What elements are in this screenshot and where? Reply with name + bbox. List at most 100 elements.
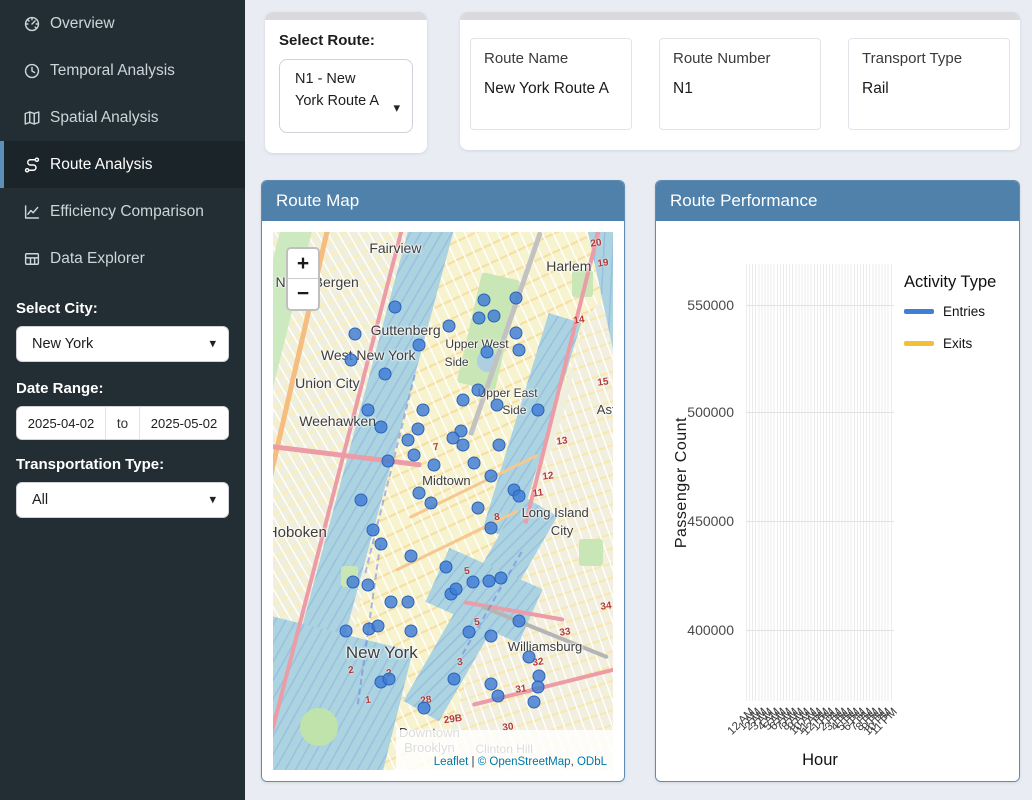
zoom-in-button[interactable]: +: [288, 249, 318, 279]
station-marker[interactable]: [471, 383, 485, 397]
station-marker[interactable]: [509, 291, 523, 305]
station-marker[interactable]: [477, 293, 491, 307]
station-marker[interactable]: [490, 398, 504, 412]
station-marker[interactable]: [339, 624, 353, 638]
station-marker[interactable]: [416, 403, 430, 417]
route-performance-header: Route Performance: [656, 181, 1019, 221]
station-marker[interactable]: [527, 695, 541, 709]
map-zoom-control: + −: [286, 247, 320, 311]
station-marker[interactable]: [344, 353, 358, 367]
map-place-label: New York: [345, 643, 418, 663]
station-marker[interactable]: [346, 575, 360, 589]
station-marker[interactable]: [492, 438, 506, 451]
zoom-out-button[interactable]: −: [288, 279, 318, 309]
station-marker[interactable]: [512, 614, 526, 628]
station-marker[interactable]: [484, 677, 498, 691]
route-select[interactable]: N1 - New York Route A ▾: [279, 59, 413, 133]
route-select-value: N1 - New York Route A: [295, 71, 380, 109]
station-marker[interactable]: [401, 433, 415, 447]
route-map-header: Route Map: [262, 181, 624, 221]
station-marker[interactable]: [471, 501, 485, 515]
attribution-link[interactable]: |: [468, 756, 478, 768]
station-marker[interactable]: [384, 595, 398, 609]
sidebar-nav-item[interactable]: Temporal Analysis: [0, 47, 245, 94]
station-marker[interactable]: [467, 456, 481, 470]
station-marker[interactable]: [462, 625, 476, 639]
x-axis-title: Hour: [802, 751, 838, 769]
gridline: [746, 630, 894, 632]
station-marker[interactable]: [491, 689, 505, 703]
station-marker[interactable]: [466, 575, 480, 589]
sidebar-nav-item[interactable]: Route Analysis: [0, 141, 245, 188]
station-marker[interactable]: [404, 549, 418, 563]
attribution-link[interactable]: Leaflet: [433, 756, 469, 768]
station-marker[interactable]: [424, 496, 438, 510]
sidebar-nav-item[interactable]: Efficiency Comparison: [0, 188, 245, 235]
station-marker[interactable]: [456, 438, 470, 451]
station-marker[interactable]: [412, 338, 426, 352]
station-marker[interactable]: [382, 672, 396, 686]
attribution-link[interactable]: ODbL: [576, 756, 607, 768]
station-marker[interactable]: [427, 458, 441, 472]
x-tick: 11 PM: [868, 703, 899, 749]
map-place-label: Hoboken: [273, 523, 327, 541]
station-marker[interactable]: [472, 311, 486, 325]
map-place-label: City: [550, 522, 574, 538]
station-marker[interactable]: [407, 448, 421, 462]
station-marker[interactable]: [361, 578, 375, 592]
station-marker[interactable]: [480, 345, 494, 359]
map-place-label: Union City: [295, 374, 360, 391]
station-marker[interactable]: [378, 367, 392, 381]
station-marker[interactable]: [446, 431, 460, 445]
station-marker[interactable]: [522, 650, 536, 664]
sidebar-nav-label: Overview: [50, 14, 115, 32]
station-marker[interactable]: [354, 493, 368, 507]
station-marker[interactable]: [374, 537, 388, 550]
station-marker[interactable]: [456, 393, 470, 407]
station-marker[interactable]: [494, 571, 508, 585]
station-marker[interactable]: [439, 560, 453, 574]
date-from-input[interactable]: [17, 407, 105, 439]
sidebar-nav-label: Spatial Analysis: [50, 108, 159, 126]
station-marker[interactable]: [411, 422, 425, 436]
station-marker[interactable]: [401, 595, 415, 609]
attribution-link[interactable]: ,: [570, 756, 577, 768]
station-marker[interactable]: [417, 701, 431, 715]
date-to-input[interactable]: [140, 407, 228, 439]
city-select[interactable]: New York ▾: [16, 326, 229, 362]
station-marker[interactable]: [442, 319, 456, 333]
sidebar-nav-item[interactable]: Spatial Analysis: [0, 94, 245, 141]
station-marker[interactable]: [531, 680, 545, 694]
station-marker[interactable]: [404, 624, 418, 638]
station-marker[interactable]: [482, 574, 496, 588]
map-place-label: Upper East: [477, 385, 538, 400]
transport-type-select[interactable]: All ▾: [16, 482, 229, 518]
station-marker[interactable]: [512, 489, 526, 503]
station-marker[interactable]: [388, 300, 402, 314]
map-park: [579, 538, 603, 566]
station-marker[interactable]: [412, 486, 426, 500]
map-road-number: 5: [473, 616, 481, 628]
sidebar-nav-item[interactable]: Overview: [0, 0, 245, 47]
map-place-label: Side: [502, 403, 527, 418]
station-marker[interactable]: [366, 523, 380, 537]
station-marker[interactable]: [484, 521, 498, 535]
station-marker[interactable]: [348, 327, 362, 341]
route-map[interactable]: FairviewHarlemNorth BergenGuttenbergUppe…: [273, 232, 613, 770]
station-marker[interactable]: [361, 403, 375, 417]
station-marker[interactable]: [487, 309, 501, 323]
station-marker[interactable]: [381, 454, 395, 468]
map-road-number: 7: [432, 441, 440, 454]
station-marker[interactable]: [531, 403, 545, 417]
station-marker[interactable]: [512, 343, 526, 357]
station-marker[interactable]: [509, 326, 523, 340]
station-marker[interactable]: [371, 619, 385, 633]
sidebar-nav-item[interactable]: Data Explorer: [0, 235, 245, 282]
station-marker[interactable]: [374, 420, 388, 434]
attribution-link[interactable]: © OpenStreetMap: [477, 756, 571, 768]
station-marker[interactable]: [484, 469, 498, 483]
station-marker[interactable]: [447, 672, 461, 686]
legend-swatch: [904, 341, 934, 346]
station-marker[interactable]: [484, 629, 498, 642]
station-marker[interactable]: [449, 582, 463, 596]
